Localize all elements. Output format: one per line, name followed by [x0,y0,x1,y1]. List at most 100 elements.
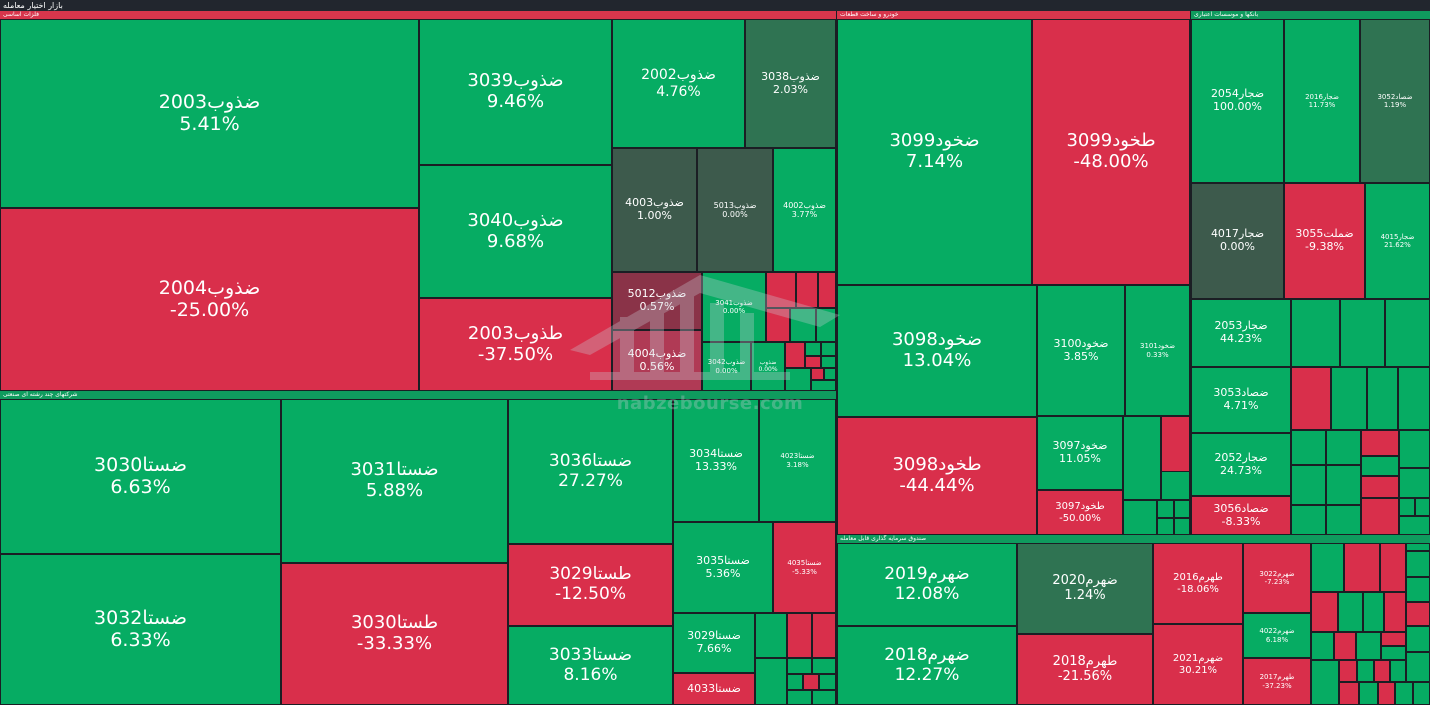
treemap-tile-small[interactable] [1157,500,1174,518]
treemap-tile[interactable]: طذوب2003 -37.50% [419,298,612,391]
treemap-tile-small[interactable] [1415,498,1430,516]
treemap-tile[interactable]: ضخود3101 0.33% [1125,285,1190,416]
treemap-tile-small[interactable] [1334,632,1356,660]
treemap-tile-small[interactable] [1406,652,1430,682]
treemap-tile[interactable]: ضستا4023 3.18% [759,399,836,522]
treemap-tile-small[interactable] [785,342,805,368]
treemap-tile-small[interactable] [1398,367,1430,430]
treemap-tile-small[interactable] [766,272,796,308]
treemap-tile-small[interactable] [816,308,836,342]
treemap-tile-small[interactable] [805,356,821,368]
treemap-tile[interactable]: طخود3097 -50.00% [1037,490,1123,535]
treemap-tile-small[interactable] [1291,505,1326,535]
group-header-etf-funds[interactable]: صندوق سرمایه گذاری قابل معامله [837,535,1430,543]
treemap-tile-small[interactable] [821,342,836,356]
treemap-tile-small[interactable] [812,690,836,705]
treemap-tile-small[interactable] [824,368,836,380]
treemap-tile[interactable]: ضجار2053 44.23% [1191,299,1291,367]
treemap-tile-small[interactable] [1161,416,1190,472]
treemap-tile-small[interactable] [787,613,812,658]
treemap-tile-small[interactable] [811,368,824,380]
treemap-tile-small[interactable] [1339,682,1359,705]
treemap-tile[interactable]: ضذوب2002 4.76% [612,19,745,148]
treemap-tile-small[interactable] [787,690,812,705]
treemap-tile[interactable]: ضخود3099 7.14% [837,19,1032,285]
treemap-tile[interactable]: ضستا3030 6.63% [0,399,281,554]
treemap-tile[interactable]: ضملت3055 -9.38% [1284,183,1365,299]
treemap-tile-small[interactable] [1361,430,1399,456]
treemap-tile[interactable]: طهرم2017 -37.23% [1243,658,1311,705]
treemap-tile-small[interactable] [790,308,816,342]
treemap-tile[interactable]: ضذوب4003 1.00% [612,148,697,272]
treemap-tile-small[interactable] [1406,602,1430,626]
treemap-tile[interactable]: ضخود3098 13.04% [837,285,1037,417]
treemap-tile-small[interactable] [1363,592,1384,632]
treemap-tile-small[interactable] [1157,518,1174,535]
treemap-tile-small[interactable] [1311,632,1334,660]
treemap-tile[interactable]: ضذوب4002 3.77% [773,148,836,272]
treemap-tile[interactable]: ضذوب3041 0.00% [702,272,766,342]
treemap-tile-small[interactable] [1356,632,1381,660]
treemap-tile-small[interactable] [1311,543,1344,592]
treemap-tile-small[interactable] [1413,682,1430,705]
treemap-tile-small[interactable] [1406,626,1430,652]
treemap-tile-small[interactable] [1381,632,1406,646]
treemap-tile[interactable]: ضخود3097 11.05% [1037,416,1123,490]
treemap-tile[interactable]: ضذوب3040 9.68% [419,165,612,298]
treemap-tile[interactable]: طهرم2016 -18.06% [1153,543,1243,624]
treemap-tile-small[interactable] [1174,500,1190,518]
treemap-tile[interactable]: ضذوب3039 9.46% [419,19,612,165]
treemap-tile[interactable]: ضذوب2003 5.41% [0,19,419,208]
treemap-tile-small[interactable] [1395,682,1413,705]
treemap-tile-small[interactable] [1331,367,1367,430]
group-header-automotive[interactable]: خودرو و ساخت قطعات [837,11,1190,19]
treemap-tile[interactable]: ضذوب5013 0.00% [697,148,773,272]
treemap-tile-small[interactable] [1378,682,1395,705]
treemap-tile-small[interactable] [811,380,836,391]
treemap-tile[interactable]: ضستا3031 5.88% [281,399,508,563]
treemap-tile-small[interactable] [1326,465,1361,505]
treemap-tile[interactable]: ضستا3029 7.66% [673,613,755,673]
treemap-tile-small[interactable] [1291,367,1331,430]
treemap-tile-small[interactable] [1399,468,1430,498]
treemap-tile-small[interactable] [1381,646,1406,660]
treemap-tile-small[interactable] [1384,592,1406,632]
treemap-tile[interactable]: ضذوب3042 0.00% [702,342,751,391]
treemap-tile-small[interactable] [812,613,836,658]
treemap-tile-small[interactable] [1367,367,1398,430]
treemap-tile[interactable]: ضجار2054 100.00% [1191,19,1284,183]
treemap-tile[interactable]: ضهرم2018 12.27% [837,626,1017,705]
treemap-tile-small[interactable] [766,308,790,342]
treemap-tile[interactable]: ضذوب3038 2.03% [745,19,836,148]
treemap-tile-small[interactable] [796,272,818,308]
treemap-tile-small[interactable] [1311,592,1338,632]
treemap-tile-small[interactable] [818,272,836,308]
treemap-tile-small[interactable] [1291,465,1326,505]
treemap-tile-small[interactable] [1357,660,1374,682]
treemap-tile[interactable]: ضصاد3052 1.19% [1360,19,1430,183]
treemap-tile[interactable]: ضستا3033 8.16% [508,626,673,705]
treemap-tile[interactable]: ضستا4035 -5.33% [773,522,836,613]
treemap-tile-small[interactable] [819,674,836,690]
treemap-tile-small[interactable] [1361,456,1399,476]
group-header-banks[interactable]: بانکها و موسسات اعتباری [1191,11,1430,19]
treemap-tile-small[interactable] [1291,430,1326,465]
treemap-tile-small[interactable] [1123,500,1157,535]
treemap-tile[interactable]: ضجار2016 11.73% [1284,19,1360,183]
treemap-tile[interactable]: ضصاد3053 4.71% [1191,367,1291,433]
treemap-tile[interactable]: ضهرم4022 6.18% [1243,613,1311,658]
treemap-tile[interactable]: طستا3030 -33.33% [281,563,508,705]
treemap-tile-small[interactable] [1174,518,1190,535]
treemap-tile-small[interactable] [1359,682,1378,705]
treemap-tile-small[interactable] [1338,592,1363,632]
treemap-tile[interactable]: ضهرم2020 1.24% [1017,543,1153,634]
treemap-tile[interactable]: طخود3099 -48.00% [1032,19,1190,285]
treemap-tile-small[interactable] [805,342,821,356]
treemap-tile[interactable]: ضجار2052 24.73% [1191,433,1291,496]
treemap-tile-small[interactable] [803,674,819,690]
group-header-basic-metals[interactable]: فلزات اساسی [0,11,836,19]
treemap-tile-small[interactable] [1390,660,1406,682]
treemap-tile-small[interactable] [1291,299,1340,367]
treemap-tile-small[interactable] [787,658,812,674]
group-header-industrial-multi[interactable]: شرکتهای چند رشته ای صنعتی [0,391,836,399]
